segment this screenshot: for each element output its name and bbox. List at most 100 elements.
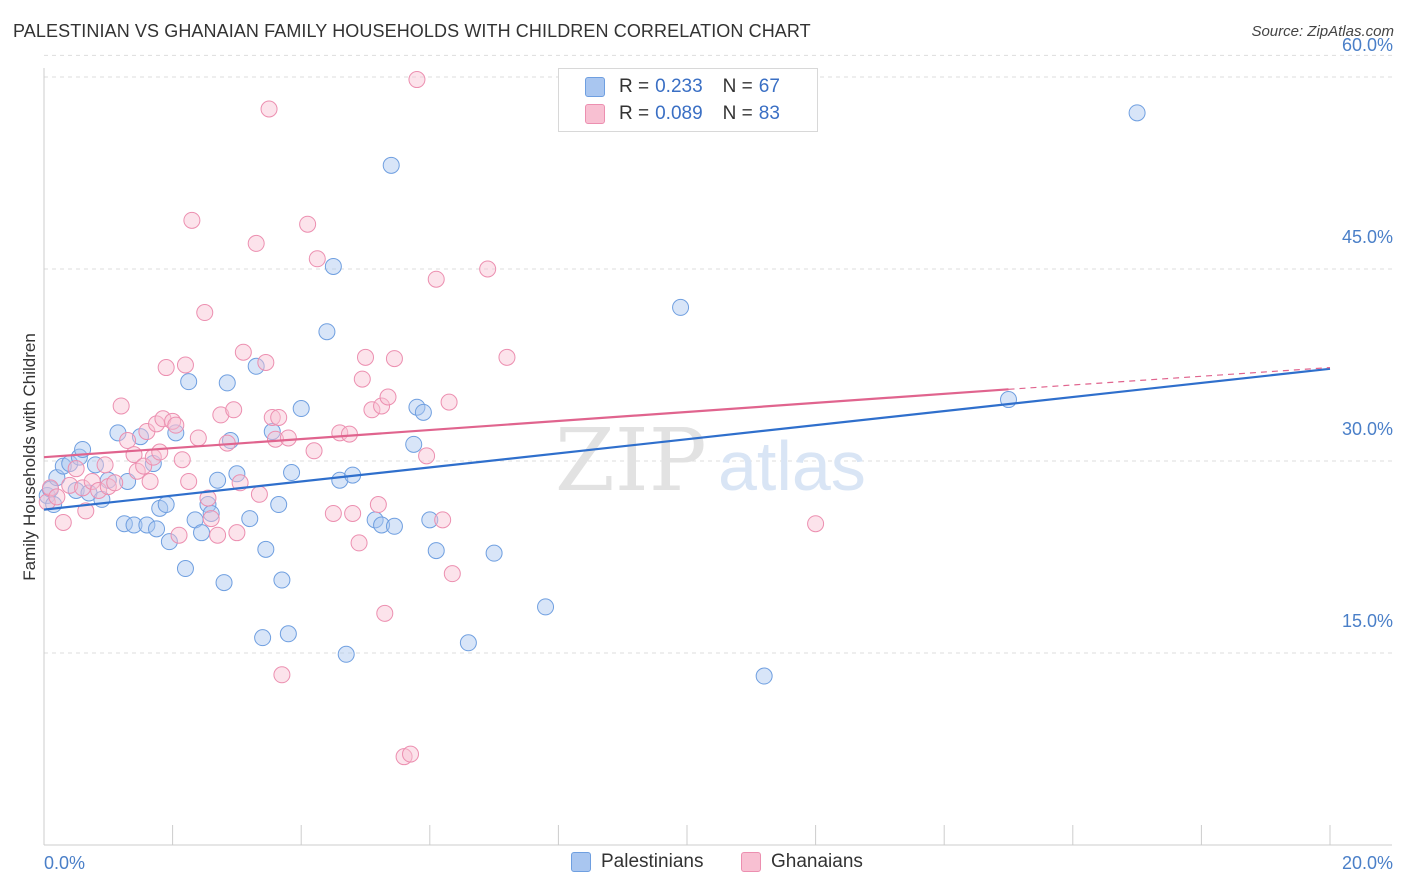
stats-legend-row-ghanaians: R = 0.089 N = 83 bbox=[585, 102, 780, 126]
ghanaian-point bbox=[250, 485, 268, 503]
palestinian-point bbox=[157, 496, 175, 514]
ghanaian-point bbox=[202, 510, 220, 528]
ghanaian-point bbox=[189, 429, 207, 447]
series-legend: Palestinians Ghanaians bbox=[0, 851, 1406, 877]
ghanaian-point bbox=[376, 604, 394, 622]
ghanaian-point bbox=[141, 472, 159, 490]
ghanaian-point bbox=[418, 447, 436, 465]
ghanaian-trend-line bbox=[43, 388, 1009, 459]
n-label: N = bbox=[722, 103, 753, 124]
x-ticks bbox=[43, 825, 1331, 845]
legend-label: Ghanaians bbox=[771, 851, 863, 872]
palestinian-point bbox=[218, 374, 236, 392]
ghanaian-point bbox=[260, 100, 278, 118]
r-label: R = bbox=[619, 76, 650, 97]
ghanaian-point bbox=[225, 401, 243, 419]
palestinian-point bbox=[755, 667, 773, 685]
n-value: 83 bbox=[758, 103, 780, 124]
ghanaian-point bbox=[479, 260, 497, 278]
stats-legend-row-palestinians: R = 0.233 N = 67 bbox=[585, 75, 780, 99]
ghanaian-point bbox=[353, 370, 371, 388]
n-value: 67 bbox=[758, 76, 780, 97]
palestinian-point bbox=[273, 571, 291, 589]
chart-title: PALESTINIAN VS GHANAIAN FAMILY HOUSEHOLD… bbox=[13, 21, 811, 41]
legend-label: Palestinians bbox=[601, 851, 704, 872]
ghanaian-point bbox=[299, 215, 317, 233]
palestinian-point bbox=[324, 257, 342, 275]
ghanaian-point bbox=[176, 356, 194, 374]
palestinian-point bbox=[283, 464, 301, 482]
palestinian-point bbox=[414, 403, 432, 421]
ghanaian-point bbox=[151, 443, 169, 461]
legend-item-ghanaians[interactable]: Ghanaians bbox=[741, 851, 863, 873]
palestinian-point bbox=[228, 465, 246, 483]
ghanaian-point bbox=[807, 515, 825, 533]
palestinian-point bbox=[421, 511, 439, 529]
palestinian-point bbox=[672, 298, 690, 316]
palestinian-point bbox=[427, 542, 445, 560]
ghanaian-point bbox=[434, 511, 452, 529]
ghanaian-point bbox=[106, 474, 124, 492]
ghanaian-point bbox=[199, 489, 217, 507]
watermark-zip: ZIP bbox=[555, 411, 707, 511]
palestinian-point bbox=[199, 496, 217, 514]
palestinian-point bbox=[209, 471, 227, 489]
ghanaian-point bbox=[112, 397, 130, 415]
y-tick-label: 15.0% bbox=[1342, 611, 1393, 631]
palestinian-point bbox=[193, 524, 211, 542]
trend-lines bbox=[43, 366, 1331, 511]
ghanaian-point bbox=[196, 304, 214, 322]
ghanaian-point bbox=[363, 401, 381, 419]
palestinian-point bbox=[176, 560, 194, 578]
r-value: 0.089 bbox=[655, 103, 703, 124]
ghanaian-point bbox=[247, 234, 265, 252]
r-value: 0.233 bbox=[655, 76, 703, 97]
ghanaian-point bbox=[90, 481, 108, 499]
palestinian-point bbox=[180, 373, 198, 391]
ghanaian-point bbox=[167, 416, 185, 434]
palestinian-point bbox=[1128, 104, 1146, 122]
ghanaian-point bbox=[408, 71, 426, 89]
palestinian-point bbox=[160, 533, 178, 551]
palestinian-point bbox=[148, 520, 166, 538]
palestinian-point bbox=[247, 357, 265, 375]
ghanaian-point bbox=[498, 348, 516, 366]
ghanaian-point bbox=[183, 211, 201, 229]
ghanaian-point bbox=[83, 472, 101, 490]
y-tick-label: 45.0% bbox=[1342, 227, 1393, 247]
ghanaian-point bbox=[344, 504, 362, 522]
palestinian-point bbox=[241, 510, 259, 528]
ghanaians-swatch bbox=[741, 852, 761, 872]
x-tick-label-min: 0.0% bbox=[44, 853, 85, 873]
ghanaian-point bbox=[263, 408, 281, 426]
y-tick-labels: 15.0% 30.0% 45.0% 60.0% bbox=[1342, 35, 1393, 631]
palestinian-point bbox=[385, 517, 403, 535]
palestinian-point bbox=[459, 634, 477, 652]
ghanaian-point bbox=[119, 432, 137, 450]
ghanaian-point bbox=[180, 472, 198, 490]
ghanaian-point bbox=[308, 250, 326, 268]
watermark: ZIP atlas bbox=[555, 411, 866, 511]
palestinian-point bbox=[485, 544, 503, 562]
y-tick-label: 30.0% bbox=[1342, 419, 1393, 439]
ghanaian-point bbox=[402, 745, 420, 763]
legend-item-palestinians[interactable]: Palestinians bbox=[571, 851, 703, 873]
ghanaian-point bbox=[77, 502, 95, 520]
ghanaian-point bbox=[273, 666, 291, 684]
ghanaian-point bbox=[96, 456, 114, 474]
ghanaian-point bbox=[212, 406, 230, 424]
ghanaian-trend-extension bbox=[1008, 366, 1331, 390]
ghanaian-point bbox=[427, 270, 445, 288]
palestinian-point bbox=[86, 456, 104, 474]
ghanaian-point bbox=[385, 350, 403, 368]
ghanaian-point bbox=[279, 429, 297, 447]
ghanaian-point bbox=[54, 513, 72, 531]
palestinian-point bbox=[270, 496, 288, 514]
palestinian-point bbox=[125, 516, 143, 534]
ghanaian-point bbox=[270, 408, 288, 426]
ghanaian-point bbox=[234, 343, 252, 361]
gridlines bbox=[44, 54, 1392, 654]
ghanaian-point bbox=[209, 526, 227, 544]
ghanaian-point bbox=[440, 393, 458, 411]
